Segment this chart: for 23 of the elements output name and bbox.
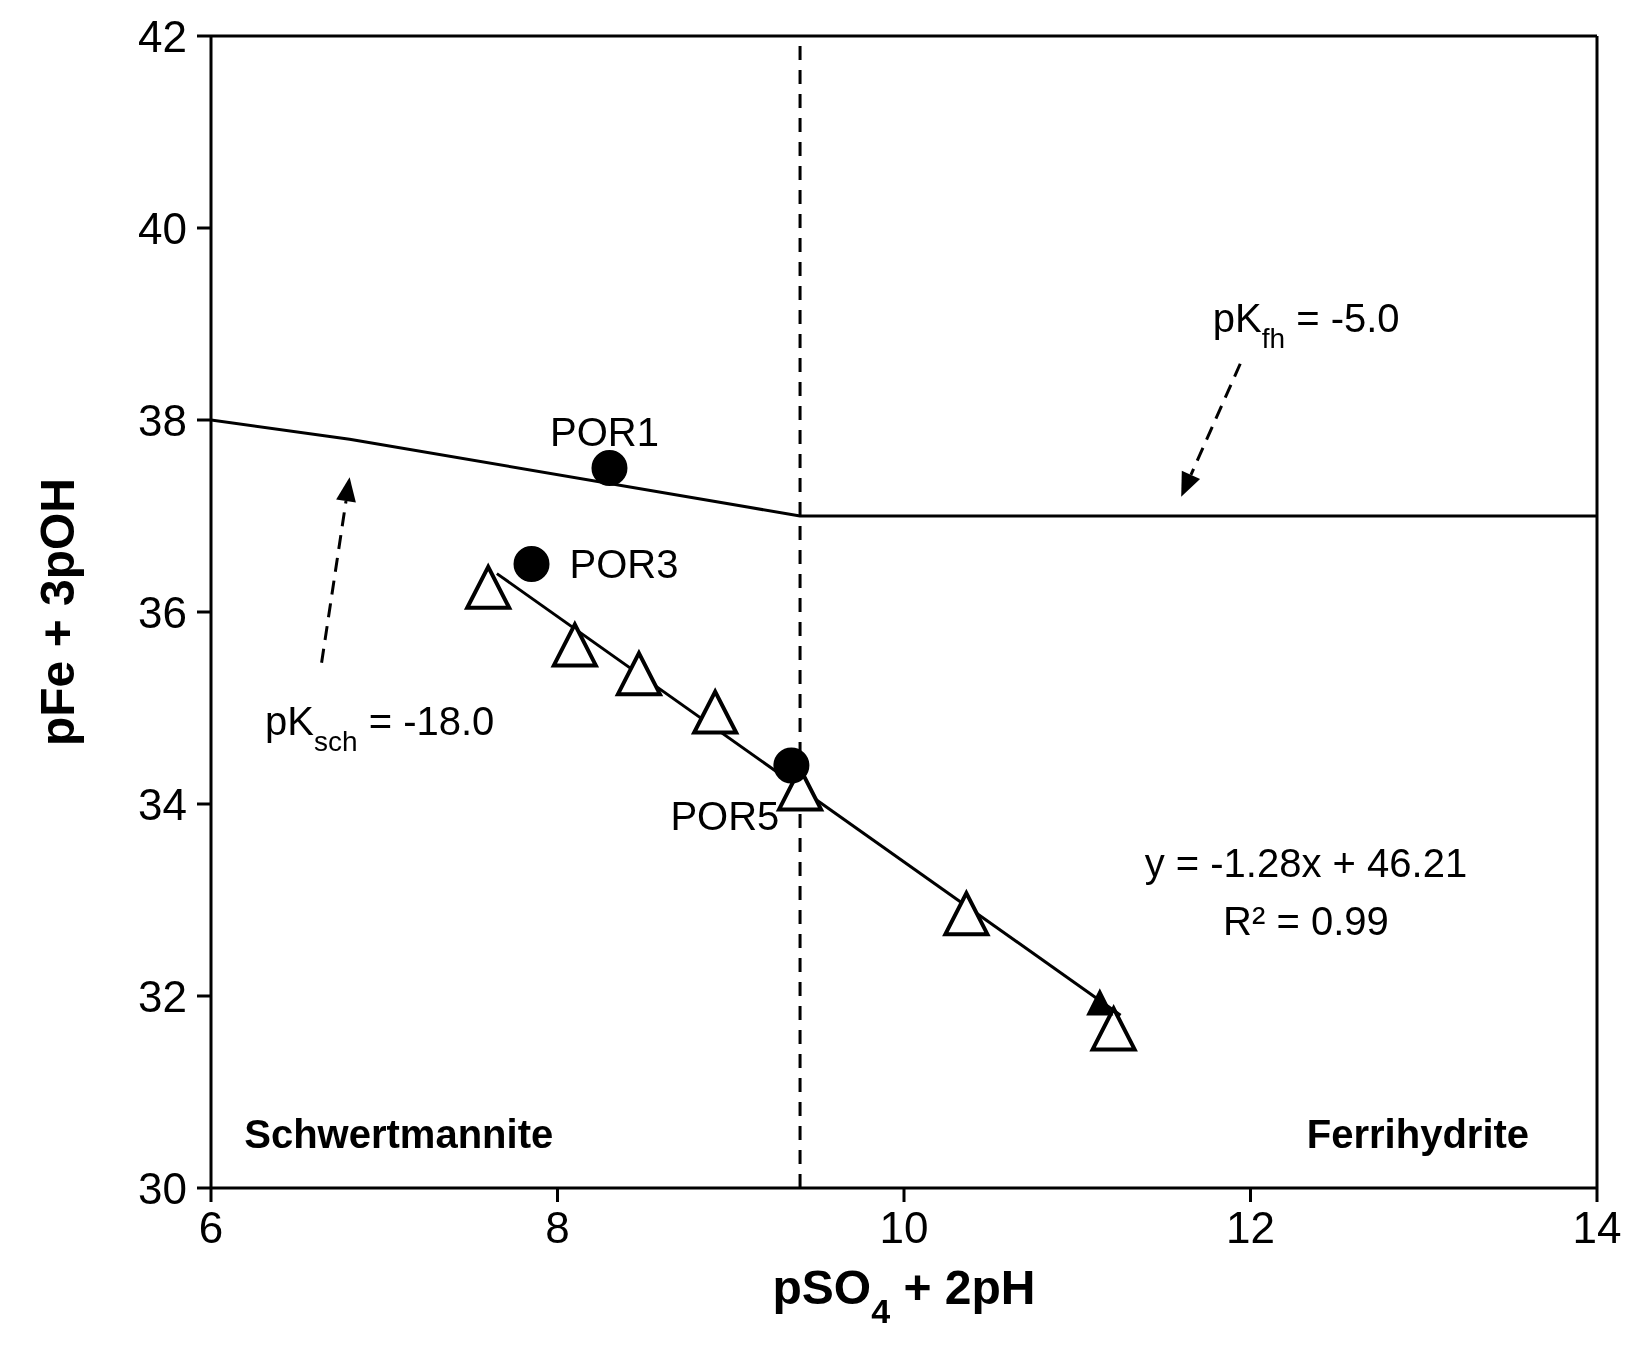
y-tick-label: 42 [138, 11, 187, 61]
y-tick-label: 36 [138, 587, 187, 637]
y-tick-label: 40 [138, 203, 187, 253]
data-label: POR5 [670, 793, 780, 838]
y-tick-label: 38 [138, 395, 187, 445]
x-tick-label: 10 [879, 1203, 929, 1253]
annotation: pK$_{fh}$ = -5.0 [1212, 295, 1400, 354]
y-tick-label: 30 [138, 1163, 187, 1213]
data-label: POR1 [550, 410, 659, 454]
y-tick-label: 34 [138, 779, 187, 829]
x-axis-title: pSO$_{4}$ + 2pH [772, 1261, 1036, 1330]
x-tick-label: 6 [198, 1203, 224, 1253]
x-tick-label: 12 [1226, 1203, 1275, 1253]
y-axis-title: pFe + 3pOH [31, 477, 84, 747]
annotation: Schwertmannite [244, 1111, 554, 1156]
y-tick-label: 32 [138, 971, 187, 1021]
x-tick-label: 14 [1572, 1203, 1622, 1253]
annotation: y = -1.28x + 46.21 [1144, 840, 1468, 885]
annotation: R² = 0.99 [1223, 898, 1389, 943]
x-tick-label: 8 [545, 1203, 570, 1253]
data-label: POR3 [569, 542, 679, 586]
annotation: pK$_{sch}$ = -18.0 [265, 699, 495, 757]
annotation: Ferrihydrite [1306, 1111, 1530, 1156]
